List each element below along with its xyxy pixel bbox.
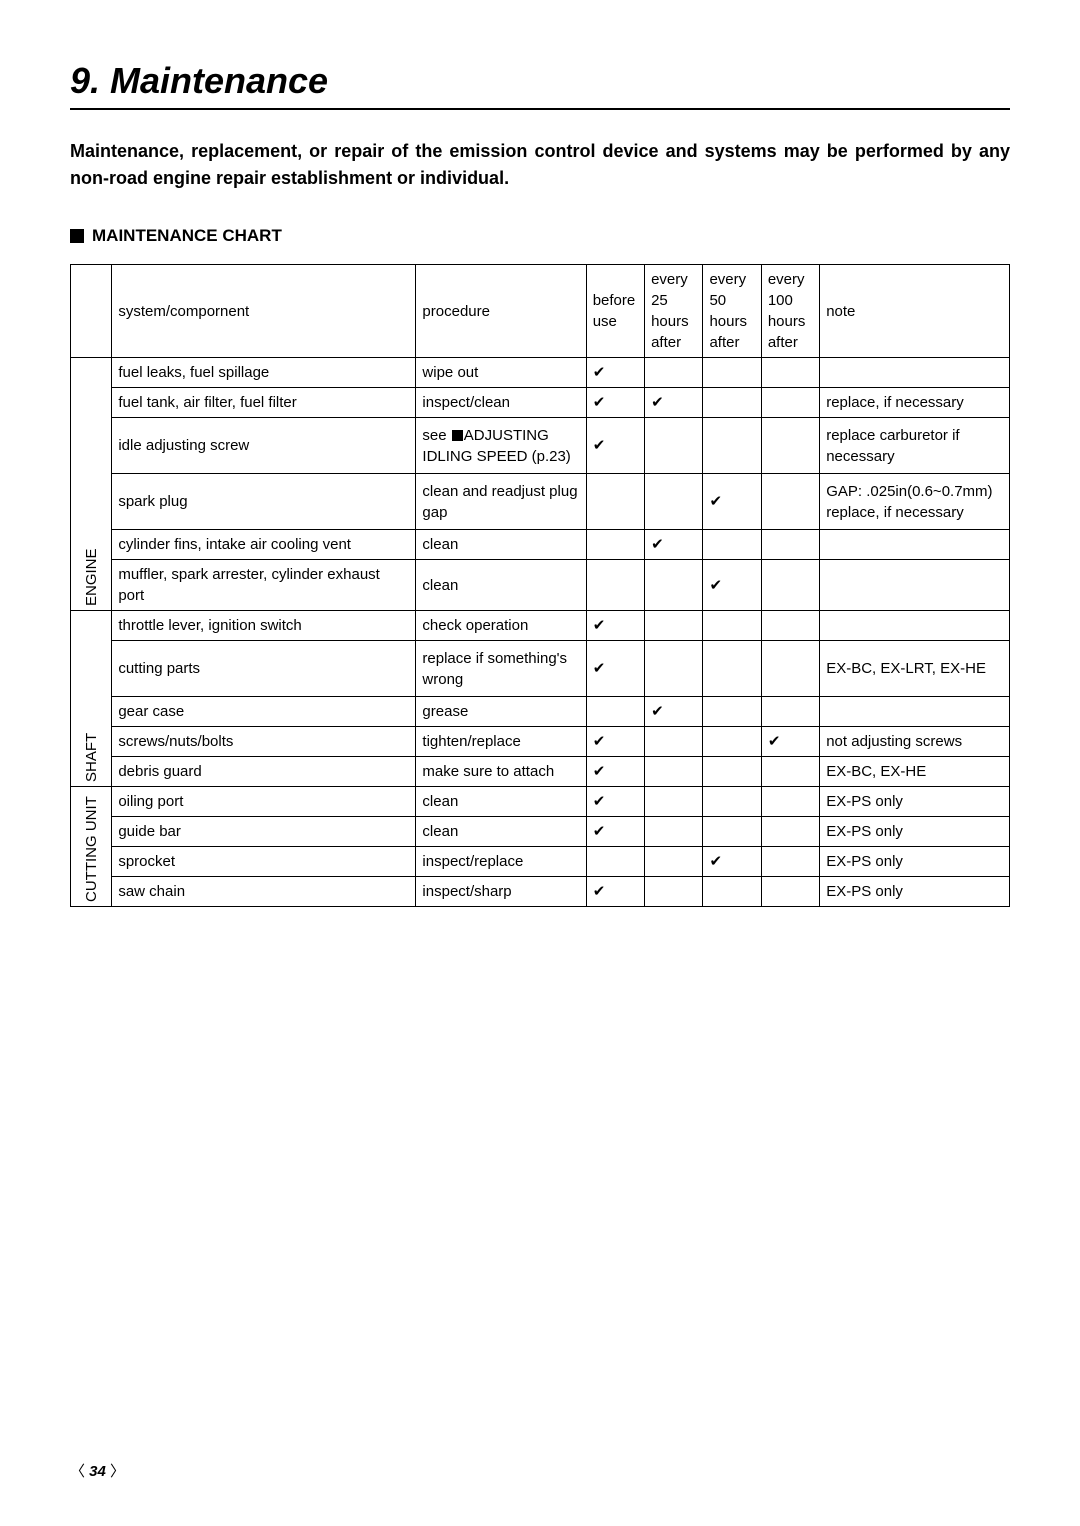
table-row: sprocket inspect/replace ✔ EX-PS only bbox=[71, 847, 1010, 877]
cell-system: sprocket bbox=[112, 847, 416, 877]
cell-note: EX-PS only bbox=[820, 877, 1010, 907]
cell-procedure: tighten/replace bbox=[416, 727, 586, 757]
cell-system: saw chain bbox=[112, 877, 416, 907]
table-row: muffler, spark arrester, cylinder exhaus… bbox=[71, 560, 1010, 611]
table-row: spark plug clean and readjust plug gap ✔… bbox=[71, 474, 1010, 530]
cell-procedure: replace if something's wrong bbox=[416, 641, 586, 697]
check-icon: ✔ bbox=[586, 757, 644, 787]
cell-note: not adjusting screws bbox=[820, 727, 1010, 757]
cell-note: EX-BC, EX-LRT, EX-HE bbox=[820, 641, 1010, 697]
header-50h: every 50 hours after bbox=[703, 265, 761, 358]
header-before: before use bbox=[586, 265, 644, 358]
group-engine: ENGINE bbox=[71, 358, 112, 611]
cell-note bbox=[820, 697, 1010, 727]
table-row: debris guard make sure to attach ✔ EX-BC… bbox=[71, 757, 1010, 787]
check-icon: ✔ bbox=[586, 817, 644, 847]
cell-system: oiling port bbox=[112, 787, 416, 817]
page-title: 9. Maintenance bbox=[70, 60, 1010, 110]
cell-procedure: clean and readjust plug gap bbox=[416, 474, 586, 530]
cell-system: cylinder fins, intake air cooling vent bbox=[112, 530, 416, 560]
check-icon: ✔ bbox=[586, 641, 644, 697]
cell-system: guide bar bbox=[112, 817, 416, 847]
table-header-row: system/compornent procedure before use e… bbox=[71, 265, 1010, 358]
maintenance-table: system/compornent procedure before use e… bbox=[70, 264, 1010, 907]
check-icon: ✔ bbox=[586, 611, 644, 641]
table-row: fuel tank, air filter, fuel filter inspe… bbox=[71, 388, 1010, 418]
cell-system: fuel tank, air filter, fuel filter bbox=[112, 388, 416, 418]
cell-system: gear case bbox=[112, 697, 416, 727]
header-25h: every 25 hours after bbox=[645, 265, 703, 358]
header-100h: every 100 hours after bbox=[761, 265, 819, 358]
check-icon: ✔ bbox=[586, 787, 644, 817]
cell-note bbox=[820, 530, 1010, 560]
cell-note: EX-PS only bbox=[820, 787, 1010, 817]
cell-system: idle adjusting screw bbox=[112, 418, 416, 474]
check-icon: ✔ bbox=[586, 727, 644, 757]
square-bullet-icon bbox=[70, 229, 84, 243]
table-row: idle adjusting screw see ADJUSTING IDLIN… bbox=[71, 418, 1010, 474]
cell-system: muffler, spark arrester, cylinder exhaus… bbox=[112, 560, 416, 611]
cell-note bbox=[820, 560, 1010, 611]
table-row: cylinder fins, intake air cooling vent c… bbox=[71, 530, 1010, 560]
cell-procedure: clean bbox=[416, 530, 586, 560]
header-procedure: procedure bbox=[416, 265, 586, 358]
table-row: gear case grease ✔ bbox=[71, 697, 1010, 727]
cell-procedure: clean bbox=[416, 817, 586, 847]
section-heading: MAINTENANCE CHART bbox=[70, 226, 1010, 246]
cell-system: spark plug bbox=[112, 474, 416, 530]
cell-procedure: see ADJUSTING IDLING SPEED (p.23) bbox=[416, 418, 586, 474]
cell-system: fuel leaks, fuel spillage bbox=[112, 358, 416, 388]
cell-note: EX-BC, EX-HE bbox=[820, 757, 1010, 787]
cell-procedure: wipe out bbox=[416, 358, 586, 388]
cell-procedure: inspect/replace bbox=[416, 847, 586, 877]
group-cutting: CUTTING UNIT bbox=[71, 787, 112, 907]
cell-note bbox=[820, 358, 1010, 388]
cell-procedure: grease bbox=[416, 697, 586, 727]
cell-note: replace, if necessary bbox=[820, 388, 1010, 418]
table-row: CUTTING UNIT oiling port clean ✔ EX-PS o… bbox=[71, 787, 1010, 817]
header-system: system/compornent bbox=[112, 265, 416, 358]
check-icon: ✔ bbox=[645, 388, 703, 418]
check-icon: ✔ bbox=[703, 474, 761, 530]
check-icon: ✔ bbox=[761, 727, 819, 757]
cell-note: GAP: .025in(0.6~0.7mm) replace, if neces… bbox=[820, 474, 1010, 530]
group-shaft: SHAFT bbox=[71, 611, 112, 787]
table-row: screws/nuts/bolts tighten/replace ✔ ✔ no… bbox=[71, 727, 1010, 757]
check-icon: ✔ bbox=[586, 418, 644, 474]
cell-system: screws/nuts/bolts bbox=[112, 727, 416, 757]
cell-note: replace carburetor if necessary bbox=[820, 418, 1010, 474]
section-heading-text: MAINTENANCE CHART bbox=[92, 226, 282, 246]
cell-note: EX-PS only bbox=[820, 817, 1010, 847]
check-icon: ✔ bbox=[645, 697, 703, 727]
cell-note bbox=[820, 611, 1010, 641]
check-icon: ✔ bbox=[586, 358, 644, 388]
cell-procedure: inspect/clean bbox=[416, 388, 586, 418]
check-icon: ✔ bbox=[645, 530, 703, 560]
page-number: 〈 34 〉 bbox=[70, 1460, 125, 1481]
check-icon: ✔ bbox=[586, 877, 644, 907]
table-row: saw chain inspect/sharp ✔ EX-PS only bbox=[71, 877, 1010, 907]
cell-system: cutting parts bbox=[112, 641, 416, 697]
table-row: guide bar clean ✔ EX-PS only bbox=[71, 817, 1010, 847]
header-blank bbox=[71, 265, 112, 358]
check-icon: ✔ bbox=[586, 388, 644, 418]
cell-procedure: check operation bbox=[416, 611, 586, 641]
cell-system: debris guard bbox=[112, 757, 416, 787]
check-icon: ✔ bbox=[703, 560, 761, 611]
table-row: SHAFT throttle lever, ignition switch ch… bbox=[71, 611, 1010, 641]
check-icon: ✔ bbox=[703, 847, 761, 877]
square-bullet-icon bbox=[452, 430, 463, 441]
cell-procedure: clean bbox=[416, 560, 586, 611]
table-row: cutting parts replace if something's wro… bbox=[71, 641, 1010, 697]
cell-note: EX-PS only bbox=[820, 847, 1010, 877]
table-row: ENGINE fuel leaks, fuel spillage wipe ou… bbox=[71, 358, 1010, 388]
header-note: note bbox=[820, 265, 1010, 358]
cell-procedure: clean bbox=[416, 787, 586, 817]
cell-system: throttle lever, ignition switch bbox=[112, 611, 416, 641]
intro-paragraph: Maintenance, replacement, or repair of t… bbox=[70, 138, 1010, 192]
cell-procedure: inspect/sharp bbox=[416, 877, 586, 907]
cell-procedure: make sure to attach bbox=[416, 757, 586, 787]
